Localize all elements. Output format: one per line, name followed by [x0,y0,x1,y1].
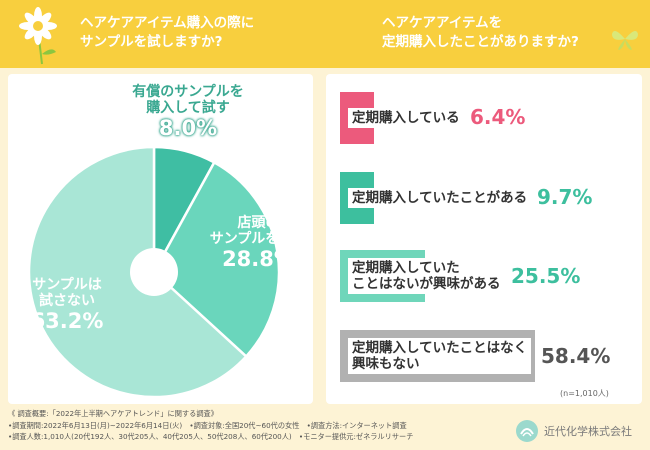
bar-value: 25.5% [511,264,581,288]
right-title-line1: ヘアケアアイテムを [382,15,503,31]
sample-size-note: (n=1,010人) [560,389,609,398]
left-title-line2: サンプルを試しますか? [80,34,223,50]
bar-value: 58.4% [541,344,611,368]
footer-line1: 《 調査概要:「2022年上半期ヘアケアトレンド」に関する調査》 [8,409,218,418]
bar-label: 定期購入していたことはなく 興味もない [348,338,532,374]
pie-label-no-sample: サンプルは 試さない 63.2% [12,277,122,333]
pie-chart [27,145,281,399]
pie-label-paid-sample: 有償のサンプルを 購入して試す 8.0% [108,84,268,140]
bar-label-line: 定期購入している [352,110,460,126]
pie-value-store: 28.8% [222,247,295,271]
pie-label-none-line1: サンプルは [32,277,102,293]
bar-label-line: 興味もない [352,356,420,372]
left-title-line1: ヘアケアアイテム購入の際に [80,15,255,31]
bar-value: 9.7% [537,185,593,209]
left-question-title: ヘアケアアイテム購入の際に サンプルを試しますか? [80,14,254,52]
footer-line2: •調査期間:2022年6月13日(月)~2022年6月14日(火) •調査対象:… [8,420,407,430]
bar-label-line: 定期購入していたことがある [352,190,528,206]
pie-slice [152,160,281,359]
pie-label-paid-line2: 購入して試す [146,100,230,116]
pie-label-store-line1: 店頭の [237,215,280,231]
bar-value: 6.4% [470,105,526,129]
right-title-line2: 定期購入したことがありますか? [382,34,579,50]
bar-label-line: 定期購入していた [352,260,460,276]
flower-icon [19,7,57,65]
bar-label: 定期購入していた ことはないが興味がある [348,258,505,294]
bar-label-line: ことはないが興味がある [352,276,501,292]
pie-value-none: 63.2% [30,309,104,333]
right-question-title: ヘアケアアイテムを 定期購入したことがありますか? [382,14,579,52]
pie-label-store-sample: 店頭の サンプルを試す 28.8% [196,215,321,271]
footer-line3: •調査人数:1,010人(20代192人、30代205人、40代205人、50代… [8,432,414,441]
pie-label-store-line2: サンプルを試す [209,231,308,247]
brand-logo-icon [516,420,538,442]
pie-label-none-line2: 試さない [39,293,95,309]
bar-label-line: 定期購入していたことはなく [352,340,528,356]
bar-label: 定期購入している [348,108,464,128]
butterfly-icon [612,30,638,50]
header-banner [0,0,650,68]
pie-center-hole [130,248,178,296]
brand: 近代化学株式会社 [516,420,632,442]
pie-value-paid: 8.0% [158,116,218,140]
bar-label: 定期購入していたことがある [348,188,532,208]
survey-footer: 《 調査概要:「2022年上半期ヘアケアトレンド」に関する調査》 •調査期間:2… [8,408,508,443]
pie-label-paid-line1: 有償のサンプルを [132,84,244,100]
brand-name: 近代化学株式会社 [544,425,632,438]
